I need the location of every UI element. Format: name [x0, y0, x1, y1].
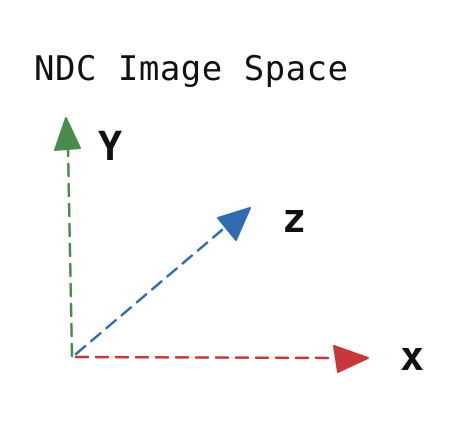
x-axis: [74, 345, 369, 373]
z-axis-arrowhead: [217, 207, 251, 241]
y-axis-label: Y: [98, 124, 122, 170]
z-axis-line: [74, 228, 224, 356]
z-axis: [74, 207, 251, 356]
z-axis-label: z: [282, 196, 306, 242]
y-axis-arrowhead: [54, 117, 81, 151]
y-axis-line: [66, 146, 74, 358]
x-axis-line: [74, 355, 336, 360]
x-axis-label: x: [400, 334, 424, 380]
y-axis: [54, 117, 81, 358]
x-axis-arrowhead: [333, 345, 369, 373]
diagram-title: NDC Image Space: [34, 49, 349, 89]
